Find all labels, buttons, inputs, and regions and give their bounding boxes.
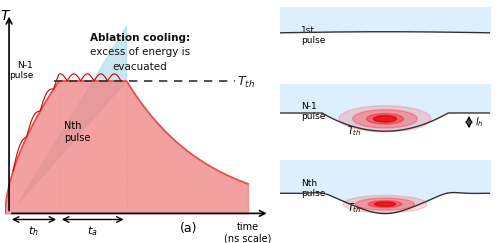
Text: Nth
pulse: Nth pulse <box>301 179 326 198</box>
Text: time
(ns scale): time (ns scale) <box>224 222 272 243</box>
Ellipse shape <box>343 195 427 213</box>
Text: $t_a$: $t_a$ <box>88 225 98 238</box>
Text: Nth
pulse: Nth pulse <box>64 121 91 143</box>
Ellipse shape <box>368 201 402 208</box>
Text: $T_{th}$: $T_{th}$ <box>347 124 362 138</box>
Text: T: T <box>1 9 9 23</box>
Text: Ablation cooling:: Ablation cooling: <box>90 33 190 43</box>
Text: excess of energy is: excess of energy is <box>90 47 190 58</box>
Ellipse shape <box>352 110 418 128</box>
Text: $T_{th}$: $T_{th}$ <box>237 74 255 90</box>
Text: N-1
pulse: N-1 pulse <box>301 102 326 122</box>
Text: N-1
pulse: N-1 pulse <box>9 61 34 80</box>
Ellipse shape <box>356 198 414 210</box>
Ellipse shape <box>374 116 396 122</box>
Text: $t_h$: $t_h$ <box>28 225 38 238</box>
Text: $T_{th}$: $T_{th}$ <box>347 201 362 215</box>
Ellipse shape <box>374 202 396 206</box>
Text: (a): (a) <box>180 222 198 235</box>
Text: evacuated: evacuated <box>112 62 168 72</box>
Polygon shape <box>18 26 126 203</box>
Ellipse shape <box>366 113 404 124</box>
Ellipse shape <box>339 106 431 132</box>
Text: $l_h$: $l_h$ <box>476 115 484 129</box>
Text: 1st
pulse: 1st pulse <box>301 26 326 45</box>
